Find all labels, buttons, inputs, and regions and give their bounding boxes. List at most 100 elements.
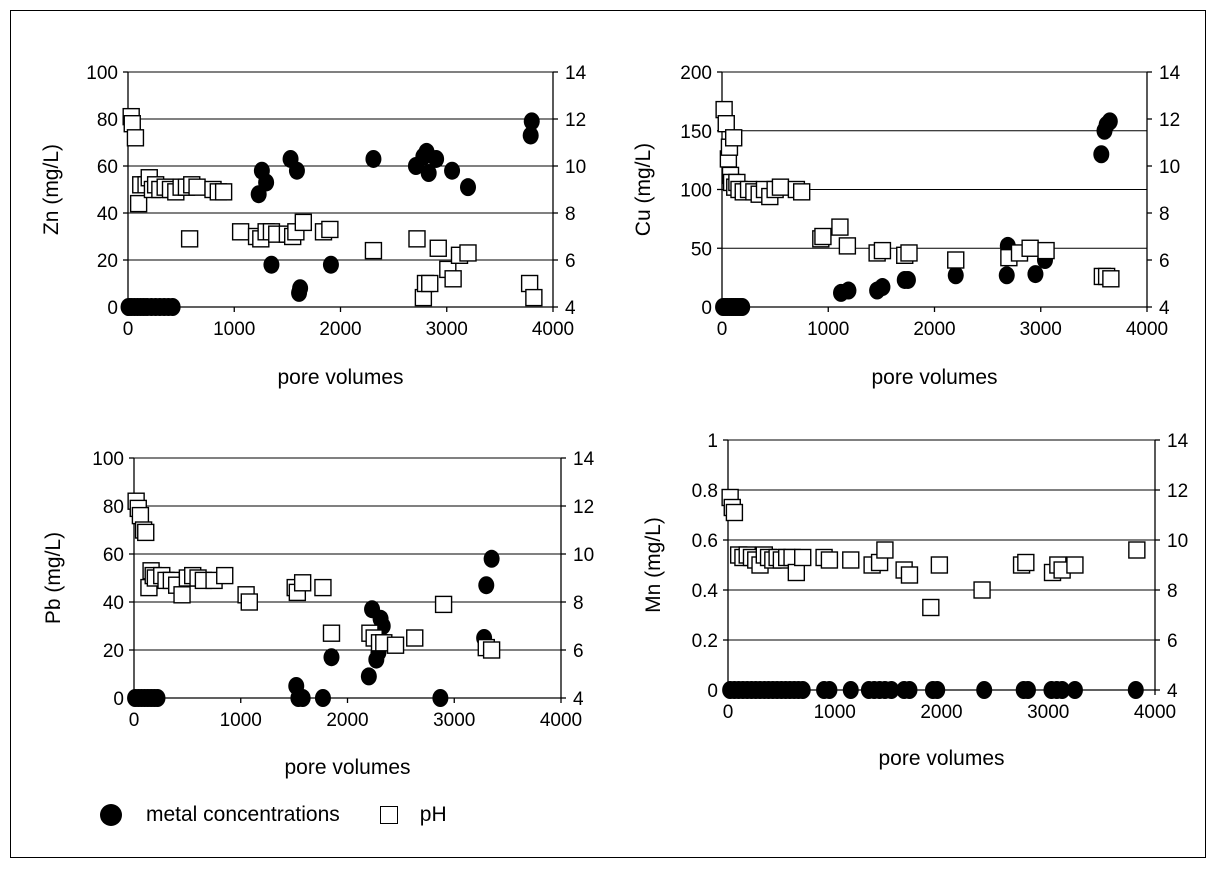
mn-ph-point (725, 503, 744, 522)
mn-x-axis-title: pore volumes (878, 747, 1004, 770)
mn-ytick-label: 0.4 (692, 581, 719, 602)
pb-ytick-label: 80 (103, 497, 124, 518)
pb-metal-point (323, 648, 340, 667)
cu-y2tick-label: 6 (1159, 251, 1170, 272)
mn-metal-point (976, 681, 993, 699)
zn-ph-point (429, 239, 447, 257)
zn-metal-point (322, 255, 339, 274)
mn-ph-point (900, 566, 919, 584)
mn-ph-point (930, 556, 949, 574)
pb-y2tick-label: 8 (573, 593, 584, 614)
zn-ph-point (231, 223, 250, 241)
cu-y2tick-label: 14 (1159, 63, 1181, 84)
pb-y2tick-label: 14 (573, 449, 595, 470)
pb-ph-point (434, 595, 453, 614)
pb-metal-point (478, 576, 495, 595)
legend-square-marker (379, 806, 398, 824)
cu-ytick-label: 150 (680, 122, 712, 143)
pb-metal-point (483, 549, 500, 568)
pb-metal-point (360, 667, 377, 686)
pb-ph-point (406, 629, 424, 647)
cu-metal-point (874, 278, 891, 297)
zn-ph-point (364, 241, 383, 260)
cu-x-axis-title: pore volumes (871, 366, 997, 389)
mn-ph-point (922, 598, 940, 617)
zn-y2tick-label: 12 (565, 110, 586, 131)
zn-xtick-label: 4000 (532, 319, 574, 340)
cu-xtick-label: 3000 (1020, 319, 1062, 340)
pb-xtick-label: 4000 (540, 710, 582, 731)
zn-ytick-label: 20 (97, 251, 118, 272)
zn-y2tick-label: 4 (565, 298, 576, 319)
pb-ph-point (216, 566, 234, 585)
mn-metal-point (1019, 681, 1036, 699)
legend-circle-marker (100, 804, 122, 826)
mn-ytick-label: 0 (707, 681, 718, 702)
cu-y-axis-title: Cu (mg/L) (632, 143, 655, 236)
zn-metal-point (420, 164, 437, 183)
cu-ph-point (838, 237, 857, 255)
pb-ph-point (131, 506, 150, 525)
zn-chart: 0 20 40 60 80 100 4 6 8 10 12 14 0 1000 2000 3000 4000 po… (40, 63, 587, 389)
mn-ytick-label: 0.6 (692, 531, 718, 552)
zn-ph-point (294, 213, 313, 232)
zn-metal-point (263, 255, 280, 274)
mn-ph-point (794, 548, 812, 567)
pb-ytick-label: 40 (103, 593, 124, 614)
mn-metal-point (929, 681, 946, 699)
mn-ph-point (1128, 541, 1146, 559)
cu-ytick-label: 200 (680, 63, 712, 84)
cu-xtick-label: 4000 (1126, 319, 1168, 340)
mn-y2tick-label: 14 (1167, 431, 1189, 452)
cu-xtick-label: 0 (717, 319, 728, 340)
pb-xtick-label: 0 (129, 710, 140, 731)
mn-y2tick-label: 12 (1167, 481, 1188, 502)
cu-xtick-label: 2000 (913, 319, 955, 340)
pb-metal-point (294, 689, 311, 707)
zn-ph-point (421, 274, 439, 293)
mn-metal-point (794, 681, 811, 699)
mn-xtick-label: 4000 (1134, 702, 1176, 723)
zn-xtick-label: 0 (123, 319, 134, 340)
zn-xtick-label: 2000 (319, 319, 361, 340)
legend-label-ph: pH (419, 803, 447, 826)
cu-metal-point (1027, 265, 1044, 284)
zn-metal-point (444, 161, 461, 180)
zn-ytick-label: 0 (107, 298, 118, 319)
cu-ytick-label: 50 (691, 239, 712, 260)
cu-ph-point (792, 183, 811, 201)
zn-xtick-label: 3000 (426, 319, 468, 340)
cu-ytick-label: 100 (680, 181, 712, 202)
cu-y2tick-label: 10 (1159, 157, 1180, 178)
cu-ph-point (814, 227, 832, 246)
mn-ph-point (1066, 556, 1084, 574)
mn-ytick-label: 0.2 (692, 631, 718, 652)
zn-ytick-label: 40 (97, 204, 118, 225)
pb-y2tick-label: 12 (573, 497, 594, 518)
mn-xtick-label: 2000 (920, 702, 962, 723)
pb-ph-point (173, 586, 191, 604)
cu-ph-point (947, 251, 965, 269)
cu-ph-point (1102, 270, 1120, 288)
pb-ph-point (482, 641, 501, 659)
zn-x-axis-title: pore volumes (277, 366, 403, 389)
mn-ph-point (820, 551, 839, 569)
legend-label-metal: metal concentrations (146, 803, 340, 826)
mn-ph-point (787, 563, 806, 582)
zn-metal-point (164, 298, 181, 316)
pb-ytick-label: 20 (103, 641, 124, 662)
mn-ph-point (1017, 553, 1035, 572)
pb-y2tick-label: 4 (573, 689, 584, 710)
cu-metal-point (1101, 112, 1118, 131)
pb-x-axis-title: pore volumes (284, 756, 410, 779)
pb-y2tick-label: 6 (573, 641, 584, 662)
mn-metal-point (842, 681, 859, 699)
mn-ytick-label: 0.8 (692, 481, 718, 502)
pb-xtick-label: 3000 (433, 710, 475, 731)
pb-y2tick-label: 10 (573, 545, 594, 566)
pb-chart: 0 20 40 60 80 100 4 6 8 10 12 14 0 1000 2000 3000 4000 po… (42, 449, 595, 779)
zn-metal-point (522, 126, 539, 145)
mn-metal-point (1127, 681, 1144, 699)
